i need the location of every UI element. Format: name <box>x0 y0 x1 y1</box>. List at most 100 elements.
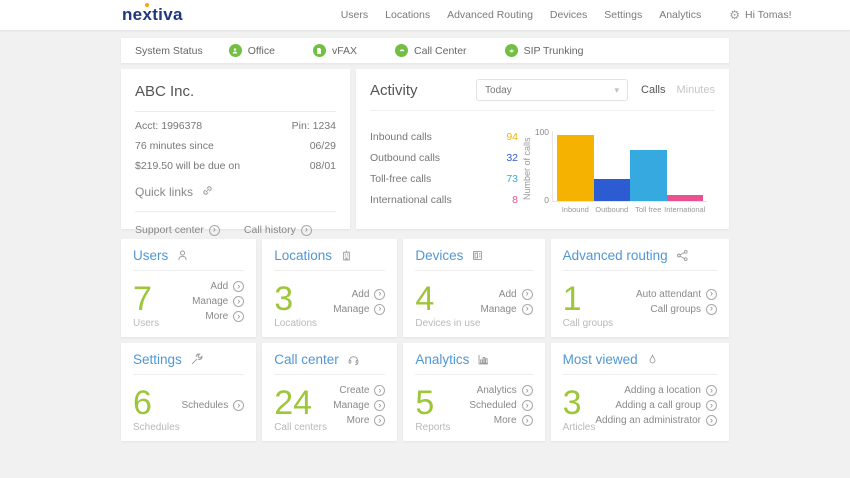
amount-due-date: 08/01 <box>309 160 336 172</box>
schedules-count-label: Schedules <box>133 422 180 433</box>
devices-count-label: Devices in use <box>415 318 481 329</box>
nav-item-settings[interactable]: Settings <box>604 9 643 21</box>
quick-links[interactable]: Quick links <box>135 184 336 200</box>
activity-chart: Number of calls 100 0 Inbound Outbound Tol… <box>518 121 715 217</box>
nav-item-users[interactable]: Users <box>340 9 369 21</box>
adding-administrator-link[interactable]: Adding an administrator <box>595 415 717 426</box>
card-settings-title[interactable]: Settings <box>133 352 182 367</box>
users-icon <box>176 249 189 262</box>
account-row: $219.50 will be due on 08/01 <box>135 160 336 172</box>
card-devices-title[interactable]: Devices <box>415 248 464 263</box>
circle-arrow-icon <box>706 385 717 396</box>
international-calls-value: 8 <box>512 194 518 206</box>
adding-call-group-link[interactable]: Adding a call group <box>615 400 717 411</box>
user-menu[interactable]: Hi Tomas! <box>729 8 792 22</box>
users-more-link[interactable]: More <box>205 311 245 322</box>
minutes-since-label: 76 minutes since <box>135 140 214 152</box>
analytics-link[interactable]: Analytics <box>477 385 533 396</box>
locations-count: 3 <box>274 279 294 318</box>
status-item-call-center[interactable]: Call Center <box>395 44 467 57</box>
routing-share-icon <box>676 249 689 262</box>
call-centers-count: 24 <box>274 383 313 422</box>
call-center-more-link[interactable]: More <box>347 415 386 426</box>
card-users-title[interactable]: Users <box>133 248 169 263</box>
support-center-link[interactable]: Support center <box>135 224 220 236</box>
unit-toggle: Calls Minutes <box>641 84 715 96</box>
auto-attendant-link[interactable]: Auto attendant <box>636 288 717 300</box>
status-item-sip-trunking[interactable]: SIP Trunking <box>504 44 584 57</box>
nav-item-analytics[interactable]: Analytics <box>659 9 702 21</box>
toggle-minutes[interactable]: Minutes <box>676 84 715 96</box>
adding-location-link[interactable]: Adding a location <box>624 385 717 396</box>
card-analytics-title[interactable]: Analytics <box>415 352 470 367</box>
articles-count: 3 <box>562 383 582 422</box>
status-item-vfax[interactable]: vFAX <box>312 44 357 57</box>
x-tick-label: Inbound <box>561 205 589 214</box>
card-most-viewed-title[interactable]: Most viewed <box>562 352 638 367</box>
circle-arrow-icon <box>706 288 717 300</box>
chart-plot-area: 100 0 Inbound Outbound Toll free Internatio… <box>535 127 707 214</box>
circle-arrow-icon <box>521 385 533 396</box>
card-settings: Settings 6 Schedules Schedules <box>121 343 257 441</box>
articles-count-label: Articles <box>562 422 596 433</box>
bar-chart-icon <box>477 353 490 366</box>
nav-item-advanced-routing[interactable]: Advanced Routing <box>447 9 533 21</box>
card-users: Users 7 Users Add Manage More <box>121 239 257 337</box>
devices-add-link[interactable]: Add <box>499 288 533 300</box>
circle-arrow-icon <box>706 303 717 315</box>
bar-outbound: Outbound <box>593 131 630 214</box>
circle-arrow-icon <box>374 415 386 426</box>
activity-panel: Activity Today Calls Minutes Inbound cal… <box>356 69 729 229</box>
circle-arrow-icon <box>521 415 533 426</box>
office-status-icon <box>228 44 242 57</box>
locations-manage-link[interactable]: Manage <box>333 303 386 315</box>
top-nav: Users Locations Advanced Routing Devices… <box>341 9 702 21</box>
call-groups-count-label: Call groups <box>562 318 614 329</box>
account-title: ABC Inc. <box>135 83 195 100</box>
card-locations: Locations 3 Locations Add Manage <box>262 239 398 337</box>
vfax-status-icon <box>312 44 326 57</box>
circle-arrow-icon <box>706 400 717 411</box>
quick-links-label: Quick links <box>135 185 194 199</box>
call-history-link[interactable]: Call history <box>244 224 312 236</box>
card-locations-title[interactable]: Locations <box>274 248 332 263</box>
x-tick-label: Outbound <box>595 205 629 214</box>
users-add-link[interactable]: Add <box>210 281 245 292</box>
locations-icon <box>340 249 353 262</box>
toggle-calls[interactable]: Calls <box>641 84 666 96</box>
circle-arrow-icon <box>374 288 386 300</box>
circle-arrow-icon <box>300 224 312 236</box>
card-advanced-routing-title[interactable]: Advanced routing <box>562 248 668 263</box>
inbound-calls-value: 94 <box>506 131 518 143</box>
call-center-create-link[interactable]: Create <box>339 385 386 396</box>
period-dropdown[interactable]: Today <box>476 79 629 101</box>
nextiva-logo[interactable]: nextiva <box>122 5 183 24</box>
analytics-more-link[interactable]: More <box>494 415 533 426</box>
period-selected-value: Today <box>485 84 512 96</box>
devices-manage-link[interactable]: Manage <box>480 303 533 315</box>
circle-arrow-icon <box>233 281 245 292</box>
nav-item-locations[interactable]: Locations <box>385 9 431 21</box>
legend-row-outbound: Outbound calls 32 <box>370 152 518 164</box>
account-number: Acct: 1996378 <box>135 120 203 132</box>
card-analytics: Analytics 5 Reports Analytics Scheduled … <box>403 343 545 441</box>
status-item-office[interactable]: Office <box>228 44 275 57</box>
callcenter-status-icon <box>395 44 409 57</box>
call-centers-count-label: Call centers <box>274 422 328 433</box>
reports-count-label: Reports <box>415 422 451 433</box>
card-call-center-title[interactable]: Call center <box>274 352 339 367</box>
users-manage-link[interactable]: Manage <box>192 296 245 307</box>
wrench-icon <box>190 353 203 366</box>
card-call-center: Call center 24 Call centers Create Manag… <box>262 343 398 441</box>
card-devices: Devices 4 Devices in use Add Manage <box>403 239 545 337</box>
chevron-down-icon <box>614 85 619 96</box>
call-center-manage-link[interactable]: Manage <box>333 400 386 411</box>
scheduled-link[interactable]: Scheduled <box>469 400 533 411</box>
schedules-link[interactable]: Schedules <box>182 400 245 411</box>
system-status-label: System Status <box>135 44 203 57</box>
user-greeting: Hi Tomas! <box>745 9 792 21</box>
nav-item-devices[interactable]: Devices <box>549 9 588 21</box>
locations-add-link[interactable]: Add <box>352 288 386 300</box>
x-tick-label: Toll free <box>635 205 662 214</box>
call-groups-link[interactable]: Call groups <box>650 303 717 315</box>
